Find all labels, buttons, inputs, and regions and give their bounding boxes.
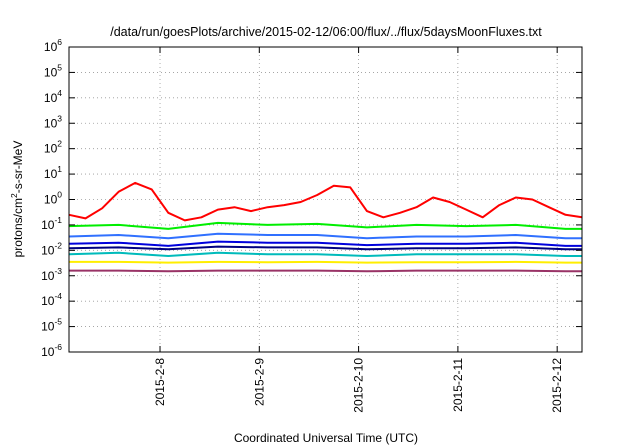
y-tick-label: 10-2 <box>41 240 62 257</box>
series-line-0 <box>68 181 583 222</box>
y-tick-exp: -3 <box>54 266 62 276</box>
y-tick-label: 103 <box>44 113 62 130</box>
y-tick-base: 10 <box>41 345 55 359</box>
y-tick-label: 105 <box>44 62 62 79</box>
series-lines <box>68 181 583 273</box>
y-tick-label: 100 <box>44 190 62 207</box>
y-tick-exp: 6 <box>57 37 62 47</box>
y-tick-base: 10 <box>41 320 55 334</box>
axis-ticks <box>69 46 582 353</box>
y-tick-base: 10 <box>41 218 55 232</box>
y-tick-exp: 4 <box>57 88 62 98</box>
y-tick-exp: -1 <box>54 215 62 225</box>
y-tick-exp: -5 <box>54 317 62 327</box>
x-tick-labels: 2015-2-8 2015-2-9 2015-2-10 2015-2-11 2015-2… <box>153 358 564 413</box>
y-tick-labels: 10-610-510-410-310-210-11001011021031041… <box>41 37 62 359</box>
y-axis-label-base: protons/cm <box>11 198 25 257</box>
x-tick-label: 2015-2-11 <box>451 358 465 412</box>
y-axis-label-rest: -s-sr-MeV <box>11 141 25 194</box>
y-tick-base: 10 <box>44 193 58 207</box>
series-line-1 <box>68 221 582 230</box>
y-tick-exp: 0 <box>57 190 62 200</box>
series-line-2 <box>68 232 582 240</box>
x-tick-label: 2015-2-10 <box>352 358 366 413</box>
y-tick-label: 10-3 <box>41 266 62 283</box>
y-tick-exp: 5 <box>57 62 62 72</box>
y-tick-label: 101 <box>44 164 62 181</box>
y-tick-exp: -6 <box>54 342 62 352</box>
x-axis-label: Coordinated Universal Time (UTC) <box>234 431 418 445</box>
x-tick-label: 2015-2-8 <box>153 358 167 406</box>
y-tick-label: 10-4 <box>41 291 62 308</box>
series-line-3 <box>68 240 582 247</box>
series-line-6 <box>69 260 582 264</box>
chart-title: /data/run/goesPlots/archive/2015-02-12/0… <box>110 25 542 39</box>
y-tick-base: 10 <box>44 91 58 105</box>
series-line-4 <box>68 245 582 251</box>
y-tick-label: 106 <box>44 37 62 54</box>
y-tick-base: 10 <box>44 116 58 130</box>
y-tick-base: 10 <box>41 269 55 283</box>
y-tick-exp: 2 <box>57 139 62 149</box>
y-tick-base: 10 <box>44 142 58 156</box>
y-axis-label: protons/cm2-s-sr-MeV <box>9 141 25 258</box>
y-tick-exp: -4 <box>54 291 62 301</box>
y-tick-exp: -2 <box>54 240 62 250</box>
x-tick-label: 2015-2-12 <box>550 358 564 413</box>
y-tick-label: 10-5 <box>41 317 62 334</box>
y-tick-exp: 1 <box>57 164 62 174</box>
y-tick-exp: 3 <box>57 113 62 123</box>
y-tick-label: 102 <box>44 139 62 156</box>
y-tick-base: 10 <box>44 167 58 181</box>
y-tick-base: 10 <box>44 40 58 54</box>
y-tick-base: 10 <box>41 294 55 308</box>
y-tick-label: 104 <box>44 88 62 105</box>
y-tick-label: 10-6 <box>41 342 62 359</box>
y-tick-base: 10 <box>44 65 58 79</box>
x-tick-label: 2015-2-9 <box>252 358 266 406</box>
y-tick-label: 10-1 <box>41 215 62 232</box>
y-axis-label-sup: 2 <box>9 193 19 198</box>
y-tick-base: 10 <box>41 243 55 257</box>
series-line-7 <box>69 269 582 273</box>
series-line-5 <box>68 251 582 257</box>
